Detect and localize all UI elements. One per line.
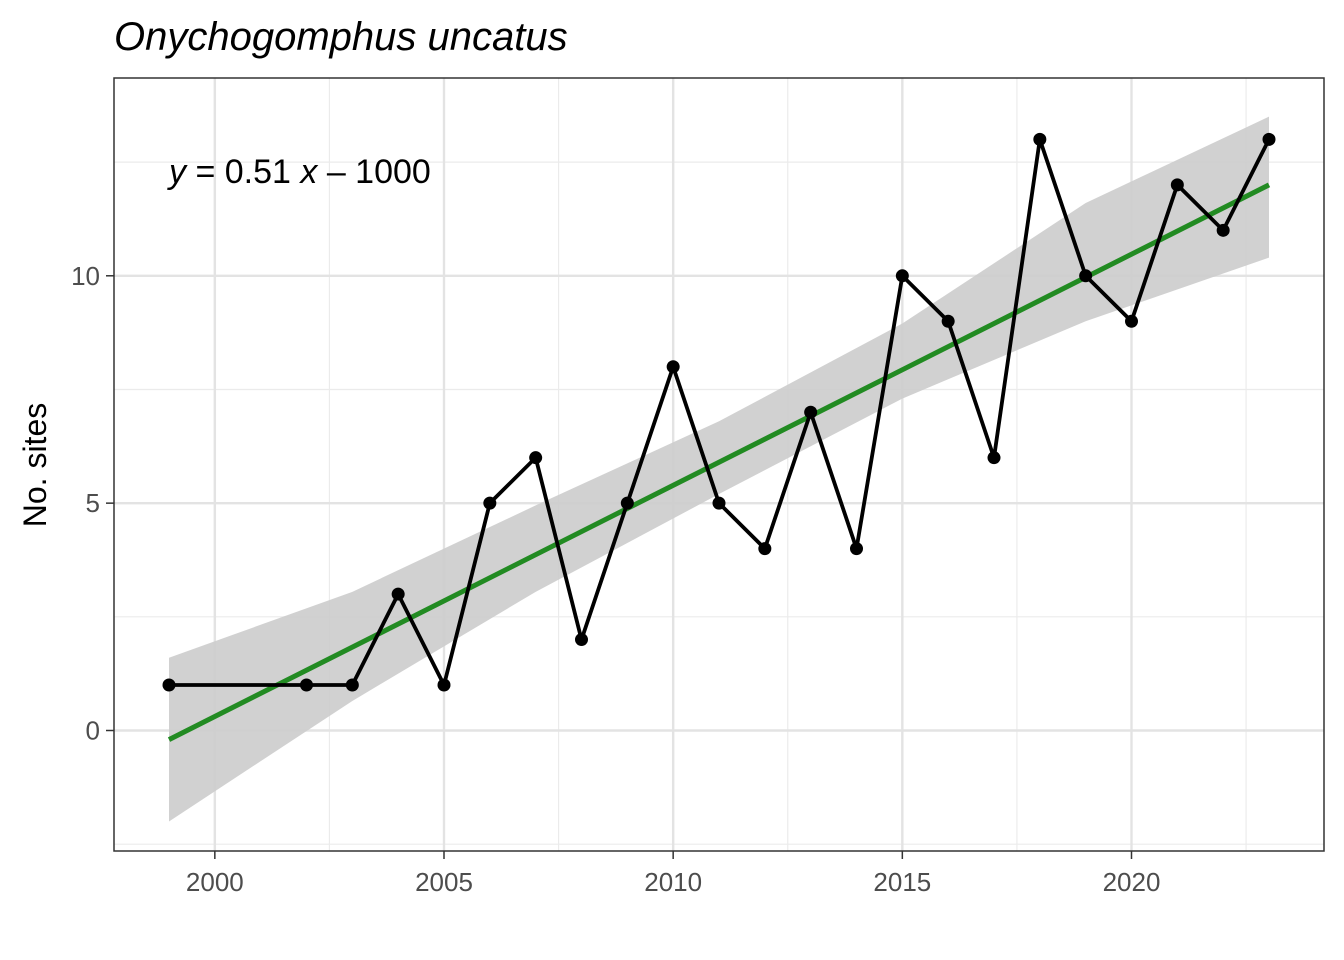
data-point bbox=[483, 496, 497, 510]
panel-border bbox=[113, 77, 1325, 852]
data-point bbox=[162, 678, 176, 692]
data-point bbox=[437, 678, 451, 692]
x-axis: 2000 2005 2010 2015 2020 bbox=[186, 851, 1161, 897]
x-tick-label: 2010 bbox=[644, 867, 702, 897]
y-axis: 0 5 10 bbox=[71, 261, 114, 746]
data-point bbox=[391, 587, 405, 601]
x-tick-label: 2005 bbox=[415, 867, 473, 897]
data-point bbox=[1125, 314, 1138, 328]
data-point bbox=[1170, 178, 1184, 192]
data-point bbox=[758, 542, 772, 556]
chart-title: Onychogomphus uncatus bbox=[114, 15, 568, 59]
data-point bbox=[345, 678, 359, 692]
data-point bbox=[300, 678, 313, 692]
data-point bbox=[850, 542, 863, 556]
x-tick-label: 2020 bbox=[1103, 867, 1161, 897]
equation-intercept: – 1000 bbox=[317, 153, 430, 191]
confidence-band bbox=[169, 116, 1269, 822]
y-tick-label: 0 bbox=[86, 716, 100, 746]
data-point bbox=[804, 405, 818, 419]
confidence-band-layer bbox=[169, 116, 1269, 822]
series-layer bbox=[162, 132, 1276, 692]
data-point bbox=[712, 496, 726, 510]
y-tick-label: 5 bbox=[86, 488, 100, 518]
equation-y-symbol: y bbox=[167, 153, 188, 191]
data-point bbox=[987, 451, 1001, 465]
x-tick-label: 2015 bbox=[873, 867, 931, 897]
data-point bbox=[620, 496, 634, 510]
data-point bbox=[666, 360, 680, 374]
data-point bbox=[1216, 223, 1230, 237]
x-tick-label: 2000 bbox=[186, 867, 244, 897]
regression-equation: y = 0.51 x – 1000 bbox=[167, 153, 431, 191]
data-point bbox=[529, 451, 543, 465]
equation-coefficient: = 0.51 bbox=[186, 153, 300, 191]
data-point bbox=[1079, 269, 1093, 283]
y-tick-label: 10 bbox=[71, 261, 100, 291]
grid-minor bbox=[114, 78, 1324, 851]
y-axis-title: No. sites bbox=[17, 403, 53, 527]
equation-x-symbol: x bbox=[298, 153, 318, 191]
annotation-layer: y = 0.51 x – 1000 bbox=[167, 153, 431, 191]
data-point bbox=[1033, 132, 1047, 146]
data-point bbox=[941, 314, 955, 328]
data-point bbox=[895, 269, 909, 283]
data-point bbox=[575, 633, 588, 647]
data-point bbox=[1262, 132, 1276, 146]
